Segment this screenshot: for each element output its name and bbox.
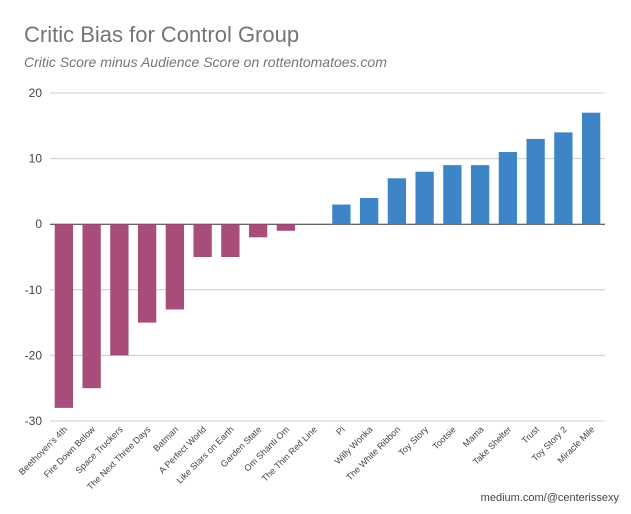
y-tick-label: -20 [25,348,43,362]
chart-subtitle: Critic Score minus Audience Score on rot… [24,54,387,70]
x-tick-label: Trust [520,424,542,446]
bar [498,152,518,225]
bar [110,224,129,356]
chart-title: Critic Bias for Control Group [24,22,300,47]
credit-text: medium.com/@centerissexy [480,492,619,504]
y-tick-label: 0 [35,217,42,231]
bar [526,138,545,225]
bar [332,204,351,225]
bar [470,165,490,225]
y-tick-label: -30 [25,414,43,428]
x-tick-label: Toy Story [396,424,430,458]
bar [443,165,462,225]
x-tick-label: Mama [461,424,486,449]
x-tick-label: Tootsie [431,424,458,451]
bar [581,112,601,225]
x-tick-label: The White Ribbon [344,424,402,482]
bar [193,224,212,257]
bar [54,224,74,408]
bar [165,224,185,310]
bar [359,197,379,225]
bar [248,224,268,238]
bar [276,224,296,231]
y-tick-label: 10 [29,152,43,166]
x-tick-label: Pi [334,424,347,437]
bar [554,132,573,225]
bar [221,224,240,257]
y-tick-label: -10 [25,283,43,297]
bar [415,171,434,225]
y-tick-label: 20 [29,86,43,100]
bar [387,178,407,225]
bar [82,224,101,389]
x-tick-label: Beethoven's 4th [17,424,70,477]
bar [137,224,157,323]
